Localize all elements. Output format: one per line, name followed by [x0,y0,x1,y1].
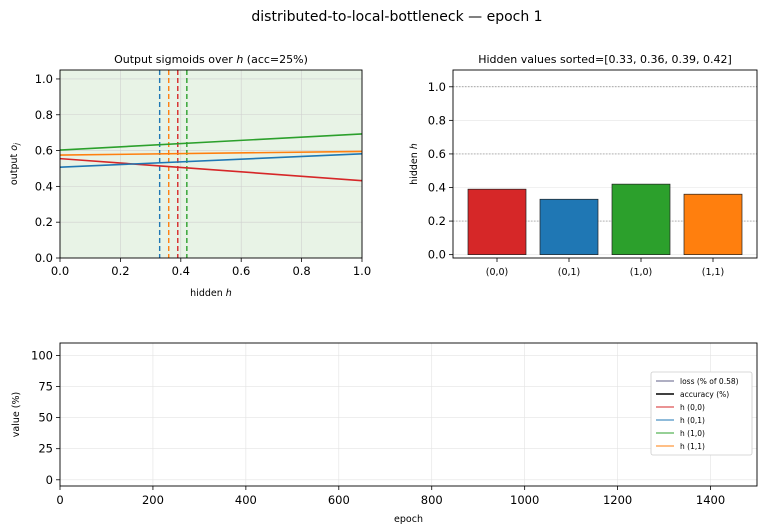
history-legend-label: accuracy (%) [680,390,729,399]
sigmoid-series-orange [59,150,363,156]
history-x-tick-label: 600 [328,493,350,507]
history-x-tick-label: 1400 [696,493,725,507]
hidden-x-tick-label: (1,1) [702,267,725,278]
sigmoid-x-tick-label: 0.4 [172,264,190,278]
history-x-tick-label: 1200 [603,493,632,507]
sigmoid-y-tick-label: 0.2 [35,215,53,229]
history-y-axis-label: value (%) [11,392,22,437]
hidden-bar-(1,1) [683,193,743,255]
history-y-tick-label: 75 [38,380,53,394]
history-x-tick-label: 400 [235,493,257,507]
hidden-y-tick-label: 0.0 [428,248,446,262]
history-y-tick-label: 50 [38,411,53,425]
hidden-x-tick-label: (0,0) [486,267,509,278]
history-x-axis-label: epoch [394,514,423,525]
history-x-tick-label: 0 [56,493,63,507]
hidden-y-tick-label: 1.0 [428,80,446,94]
sigmoid-x-tick-label: 0.6 [232,264,250,278]
history-y-tick-label: 0 [46,473,53,487]
sigmoid-y-tick-label: 0.0 [35,251,53,265]
hidden-x-tick-label: (1,0) [630,267,653,278]
history-legend-label: loss (% of 0.58) [680,377,739,386]
sigmoid-chart: 0.0 0.2 0.4 0.6 0.8 1.0 0.0 0.2 0.4 0.6 0.8 1.0 Outp… [9,53,371,299]
sigmoid-y-tick-label: 1.0 [35,72,53,86]
hidden-y-tick-label: 0.6 [428,147,446,161]
sigmoid-x-tick-label: 1.0 [353,264,371,278]
sigmoid-y-axis-label: output oj [9,143,21,185]
sigmoid-series-red [59,157,363,182]
sigmoid-x-axis-label: hidden h [190,288,232,299]
history-legend: loss (% of 0.58) accuracy (%) h (0,0) h (0,… [650,371,753,456]
sigmoid-series-green [59,133,363,151]
hidden-chart-title: Hidden values sorted=[0.33, 0.36, 0.39, … [478,53,732,66]
history-y-tick-label: 100 [31,348,53,362]
history-y-tick-label: 25 [38,442,53,456]
hidden-bar-(0,0) [467,188,527,255]
sigmoid-y-tick-label: 0.6 [35,144,53,158]
history-legend-box [650,371,753,456]
hidden-y-axis-label: hidden h [409,143,420,185]
history-legend-label: h (0,0) [680,403,705,412]
sigmoid-series-blue [59,152,363,169]
history-legend-label: h (0,1) [680,416,705,425]
hidden-y-tick-label: 0.8 [428,113,446,127]
sigmoid-axes-frame [59,69,363,259]
hidden-axes-frame [452,69,758,259]
hidden-y-tick-label: 0.4 [428,181,446,195]
sigmoid-x-tick-label: 0.8 [292,264,310,278]
hidden-values-chart: 0.0 0.2 0.4 0.6 0.8 1.0 (0,0) (0,1) (1,0) (1,1) Hi… [409,53,758,278]
hidden-y-tick-label: 0.2 [428,214,446,228]
hidden-bar-(0,1) [539,198,599,255]
history-plot-area [60,343,757,486]
hidden-bar-(1,0) [611,183,671,255]
history-x-tick-label: 200 [142,493,164,507]
sigmoid-x-tick-label: 0.0 [51,264,69,278]
hidden-x-tick-label: (0,1) [558,267,581,278]
training-history-chart: 0 200 400 600 800 1000 1200 1400 0 25 50 75 100 epoch… [11,342,758,525]
history-legend-label: h (1,0) [680,429,705,438]
sigmoid-y-tick-label: 0.4 [35,179,53,193]
sigmoid-plot-area [60,70,362,258]
sigmoid-x-tick-label: 0.2 [111,264,129,278]
figure-suptitle: distributed-to-local-bottleneck — epoch … [251,9,542,25]
sigmoid-y-tick-label: 0.8 [35,108,53,122]
history-x-tick-label: 800 [421,493,443,507]
sigmoid-chart-title: Output sigmoids over h (acc=25%) [114,53,308,66]
history-x-tick-label: 1000 [510,493,539,507]
history-legend-label: h (1,1) [680,442,705,451]
history-axes-frame [59,342,758,487]
